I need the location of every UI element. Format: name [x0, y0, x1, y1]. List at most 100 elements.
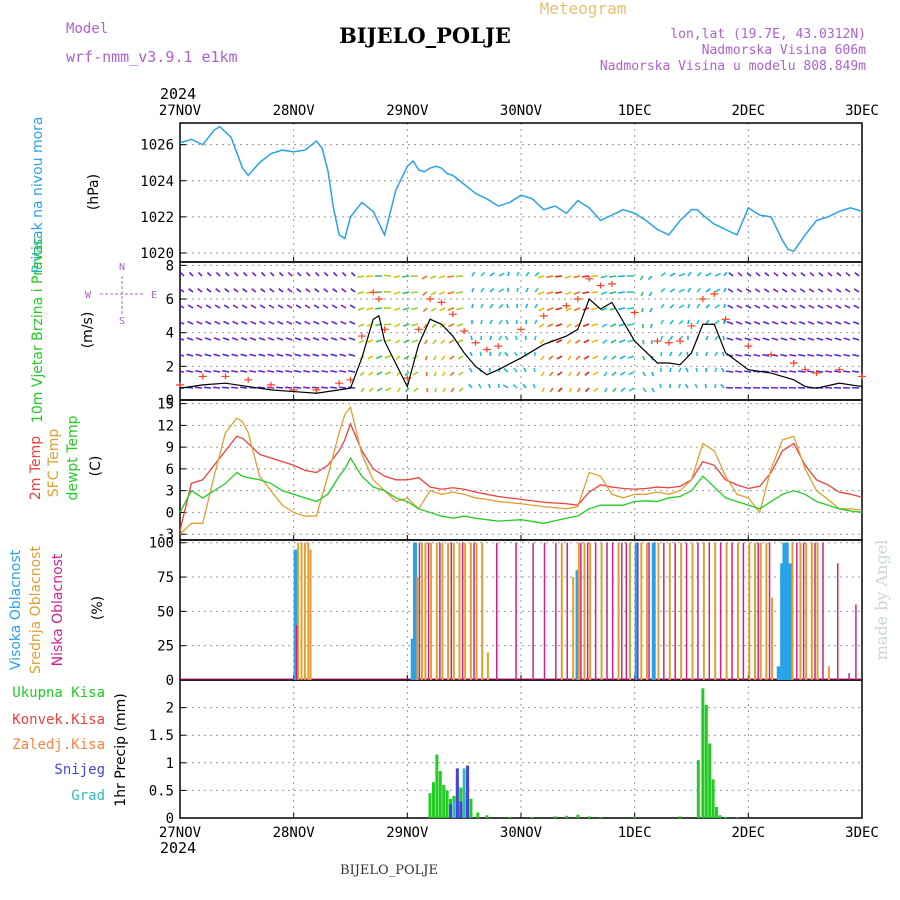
gust-marker	[539, 312, 548, 319]
wind-arrow	[582, 291, 590, 295]
wind-arrow	[737, 271, 743, 277]
wind-arrow	[566, 339, 572, 345]
wind-arrow	[331, 304, 338, 309]
y-tick-label: 2	[166, 359, 174, 375]
wind-arrow	[800, 271, 806, 277]
temp-axis-label: dewpt Temp	[65, 415, 81, 500]
wind-arrow	[357, 275, 365, 279]
wind-arrow	[647, 275, 653, 281]
wind-arrow	[222, 369, 230, 373]
wind-arrow	[339, 369, 347, 373]
wind-arrow	[294, 353, 302, 357]
wind-arrow	[791, 271, 797, 277]
time-label-top: 28NOV	[273, 103, 316, 119]
wind-arrow	[196, 304, 203, 309]
wind-arrow	[422, 307, 428, 313]
wind-arrow	[705, 272, 712, 277]
wind-arrow	[619, 371, 626, 376]
total-precip-bar	[438, 771, 442, 818]
wind-arrow	[233, 288, 239, 293]
wind-arrow	[456, 291, 464, 294]
gust-marker	[482, 346, 491, 353]
wind-arrow	[523, 367, 527, 373]
wind-arrow	[357, 291, 365, 295]
year-top: 2024	[160, 85, 196, 103]
wind-arrow	[432, 355, 437, 361]
wind-arrow	[686, 351, 689, 357]
wind-arrow	[359, 371, 365, 377]
wind-arrow	[853, 288, 860, 293]
low-cloud-bar	[648, 542, 650, 680]
wind-arrow	[611, 355, 617, 360]
wind-arrow	[685, 367, 689, 373]
wind-arrow	[339, 337, 347, 341]
wind-arrow	[231, 337, 239, 341]
wind-arrow	[498, 319, 503, 325]
mid-cloud-bar	[309, 549, 312, 680]
graupel-bar	[452, 801, 456, 818]
wind-arrow	[434, 387, 437, 393]
wind-arrow	[259, 304, 266, 309]
wind-arrow	[304, 304, 311, 309]
wind-arrow	[781, 304, 788, 309]
time-label-bottom: 1DEC	[618, 825, 652, 841]
wind-arrow	[763, 288, 770, 293]
wind-arrow	[258, 353, 266, 357]
wind-arrow	[799, 288, 806, 293]
wind-arrow	[504, 335, 509, 341]
wind-arrow	[231, 369, 239, 373]
low-cloud-bar	[625, 542, 628, 680]
temp-sfc-line	[179, 405, 863, 535]
gust-marker	[630, 309, 639, 316]
precip-legend-item: Konvek.Kisa	[12, 712, 105, 728]
wind-unit-label: (m/s)	[80, 312, 96, 349]
wind-arrow	[479, 351, 482, 357]
wind-arrow	[610, 323, 617, 328]
gust-marker	[687, 322, 696, 329]
wind-arrow	[313, 304, 320, 309]
wind-arrow	[303, 353, 311, 357]
total-precip-bar	[735, 817, 739, 818]
low-cloud-bar	[697, 542, 699, 680]
wind-arrow	[696, 271, 702, 277]
wind-arrow	[375, 339, 383, 343]
wind-arrow	[276, 337, 284, 341]
wind-arrow	[669, 288, 676, 293]
wind-arrow	[242, 288, 248, 293]
total-precip-bar	[435, 754, 439, 818]
wind-arrow	[660, 287, 666, 293]
wind-arrow	[504, 351, 509, 357]
wind-arrow	[660, 272, 666, 277]
wind-arrow	[498, 303, 504, 309]
wind-arrow	[852, 370, 860, 373]
wind-arrow	[240, 369, 248, 373]
wind-arrow	[215, 288, 221, 293]
total-precip-bar	[508, 816, 512, 818]
wind-arrow	[249, 369, 257, 373]
wind-arrow	[468, 383, 473, 389]
mid-cloud-bar	[307, 542, 310, 680]
wind-arrow	[532, 383, 536, 389]
wind-arrow	[642, 387, 647, 393]
wind-arrow	[339, 353, 347, 357]
y-tick-label: 1024	[140, 174, 174, 190]
wind-arrow	[762, 370, 770, 373]
wind-arrow	[546, 307, 554, 311]
total-precip-bar	[633, 816, 637, 818]
wind-arrow	[678, 335, 684, 341]
panel-frame	[179, 122, 863, 263]
wind-arrow	[780, 370, 788, 373]
wind-arrow	[825, 337, 833, 341]
wind-arrow	[567, 355, 572, 361]
wind-arrow	[321, 369, 329, 373]
total-precip-bar	[431, 782, 435, 818]
wind-arrow	[696, 303, 701, 309]
wind-arrow	[402, 291, 410, 295]
wind-arrow	[303, 386, 311, 389]
wind-arrow	[826, 288, 833, 293]
wind-arrow	[251, 288, 257, 293]
y-tick-label: 100	[149, 536, 174, 552]
wind-arrow	[222, 386, 230, 389]
y-tick-label: 6	[166, 292, 174, 308]
gust-marker	[789, 359, 798, 366]
